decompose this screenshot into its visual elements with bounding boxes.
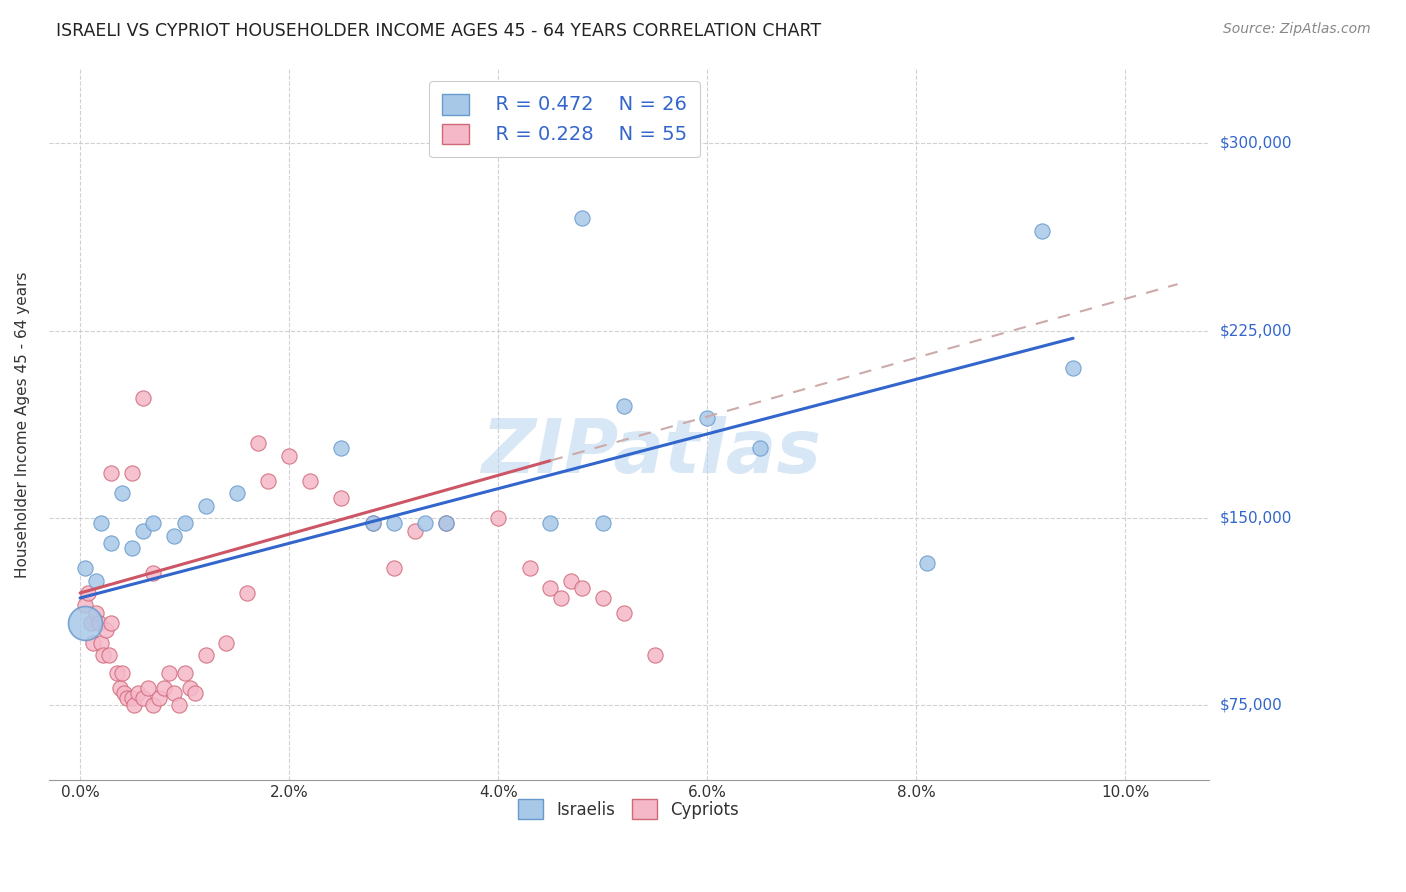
Point [1031, 224, 1053, 238]
Point [571, 581, 593, 595]
Point [540, 516, 562, 530]
Point [84, 606, 107, 620]
Point [115, 690, 138, 705]
Y-axis label: Householder Income Ages 45 - 64 years: Householder Income Ages 45 - 64 years [15, 271, 30, 578]
Text: Source: ZipAtlas.com: Source: ZipAtlas.com [1223, 22, 1371, 37]
Point [330, 491, 353, 505]
Text: ISRAELI VS CYPRIOT HOUSEHOLDER INCOME AGES 45 - 64 YEARS CORRELATION CHART: ISRAELI VS CYPRIOT HOUSEHOLDER INCOME AG… [56, 22, 821, 40]
Point [613, 399, 636, 413]
Point [108, 681, 131, 695]
Point [111, 486, 134, 500]
Point [194, 648, 217, 663]
Point [163, 528, 186, 542]
Point [100, 536, 122, 550]
Point [121, 541, 143, 555]
Point [132, 391, 155, 405]
Point [404, 524, 426, 538]
Point [163, 686, 186, 700]
Point [157, 665, 180, 680]
Point [77, 586, 100, 600]
Point [915, 556, 938, 570]
Point [361, 516, 384, 530]
Text: $75,000: $75,000 [1220, 698, 1282, 713]
Text: $300,000: $300,000 [1220, 136, 1292, 151]
Point [225, 486, 247, 500]
Point [184, 686, 207, 700]
Point [571, 211, 593, 226]
Point [613, 606, 636, 620]
Point [142, 566, 165, 580]
Point [100, 466, 122, 480]
Point [179, 681, 201, 695]
Point [82, 636, 104, 650]
Point [194, 499, 217, 513]
Point [84, 574, 107, 588]
Point [382, 561, 405, 575]
Point [152, 681, 174, 695]
Point [75, 561, 97, 575]
Point [90, 516, 112, 530]
Point [87, 615, 110, 630]
Point [592, 591, 614, 605]
Point [1062, 361, 1084, 376]
Point [413, 516, 436, 530]
Legend: Israelis, Cypriots: Israelis, Cypriots [512, 793, 747, 825]
Point [75, 615, 97, 630]
Point [148, 690, 170, 705]
Point [486, 511, 509, 525]
Text: ZIPatlas: ZIPatlas [482, 417, 823, 490]
Point [330, 441, 353, 455]
Point [215, 636, 238, 650]
Point [299, 474, 322, 488]
Point [592, 516, 614, 530]
Point [121, 466, 143, 480]
Point [169, 698, 191, 713]
Point [434, 516, 457, 530]
Point [132, 690, 155, 705]
Point [540, 581, 562, 595]
Point [173, 665, 195, 680]
Point [257, 474, 280, 488]
Point [236, 586, 259, 600]
Text: $150,000: $150,000 [1220, 510, 1292, 525]
Point [278, 449, 301, 463]
Point [696, 411, 718, 425]
Point [91, 648, 114, 663]
Point [124, 698, 146, 713]
Point [434, 516, 457, 530]
Point [100, 615, 122, 630]
Point [748, 441, 770, 455]
Point [98, 648, 121, 663]
Point [75, 599, 97, 613]
Point [560, 574, 582, 588]
Point [132, 524, 155, 538]
Point [644, 648, 666, 663]
Point [142, 516, 165, 530]
Point [142, 698, 165, 713]
Point [136, 681, 159, 695]
Point [361, 516, 384, 530]
Point [127, 686, 149, 700]
Point [173, 516, 195, 530]
Point [246, 436, 269, 450]
Point [550, 591, 572, 605]
Point [121, 690, 143, 705]
Point [96, 624, 118, 638]
Point [112, 686, 135, 700]
Point [79, 615, 101, 630]
Point [382, 516, 405, 530]
Point [105, 665, 128, 680]
Point [519, 561, 541, 575]
Point [90, 636, 112, 650]
Text: $225,000: $225,000 [1220, 323, 1292, 338]
Point [111, 665, 134, 680]
